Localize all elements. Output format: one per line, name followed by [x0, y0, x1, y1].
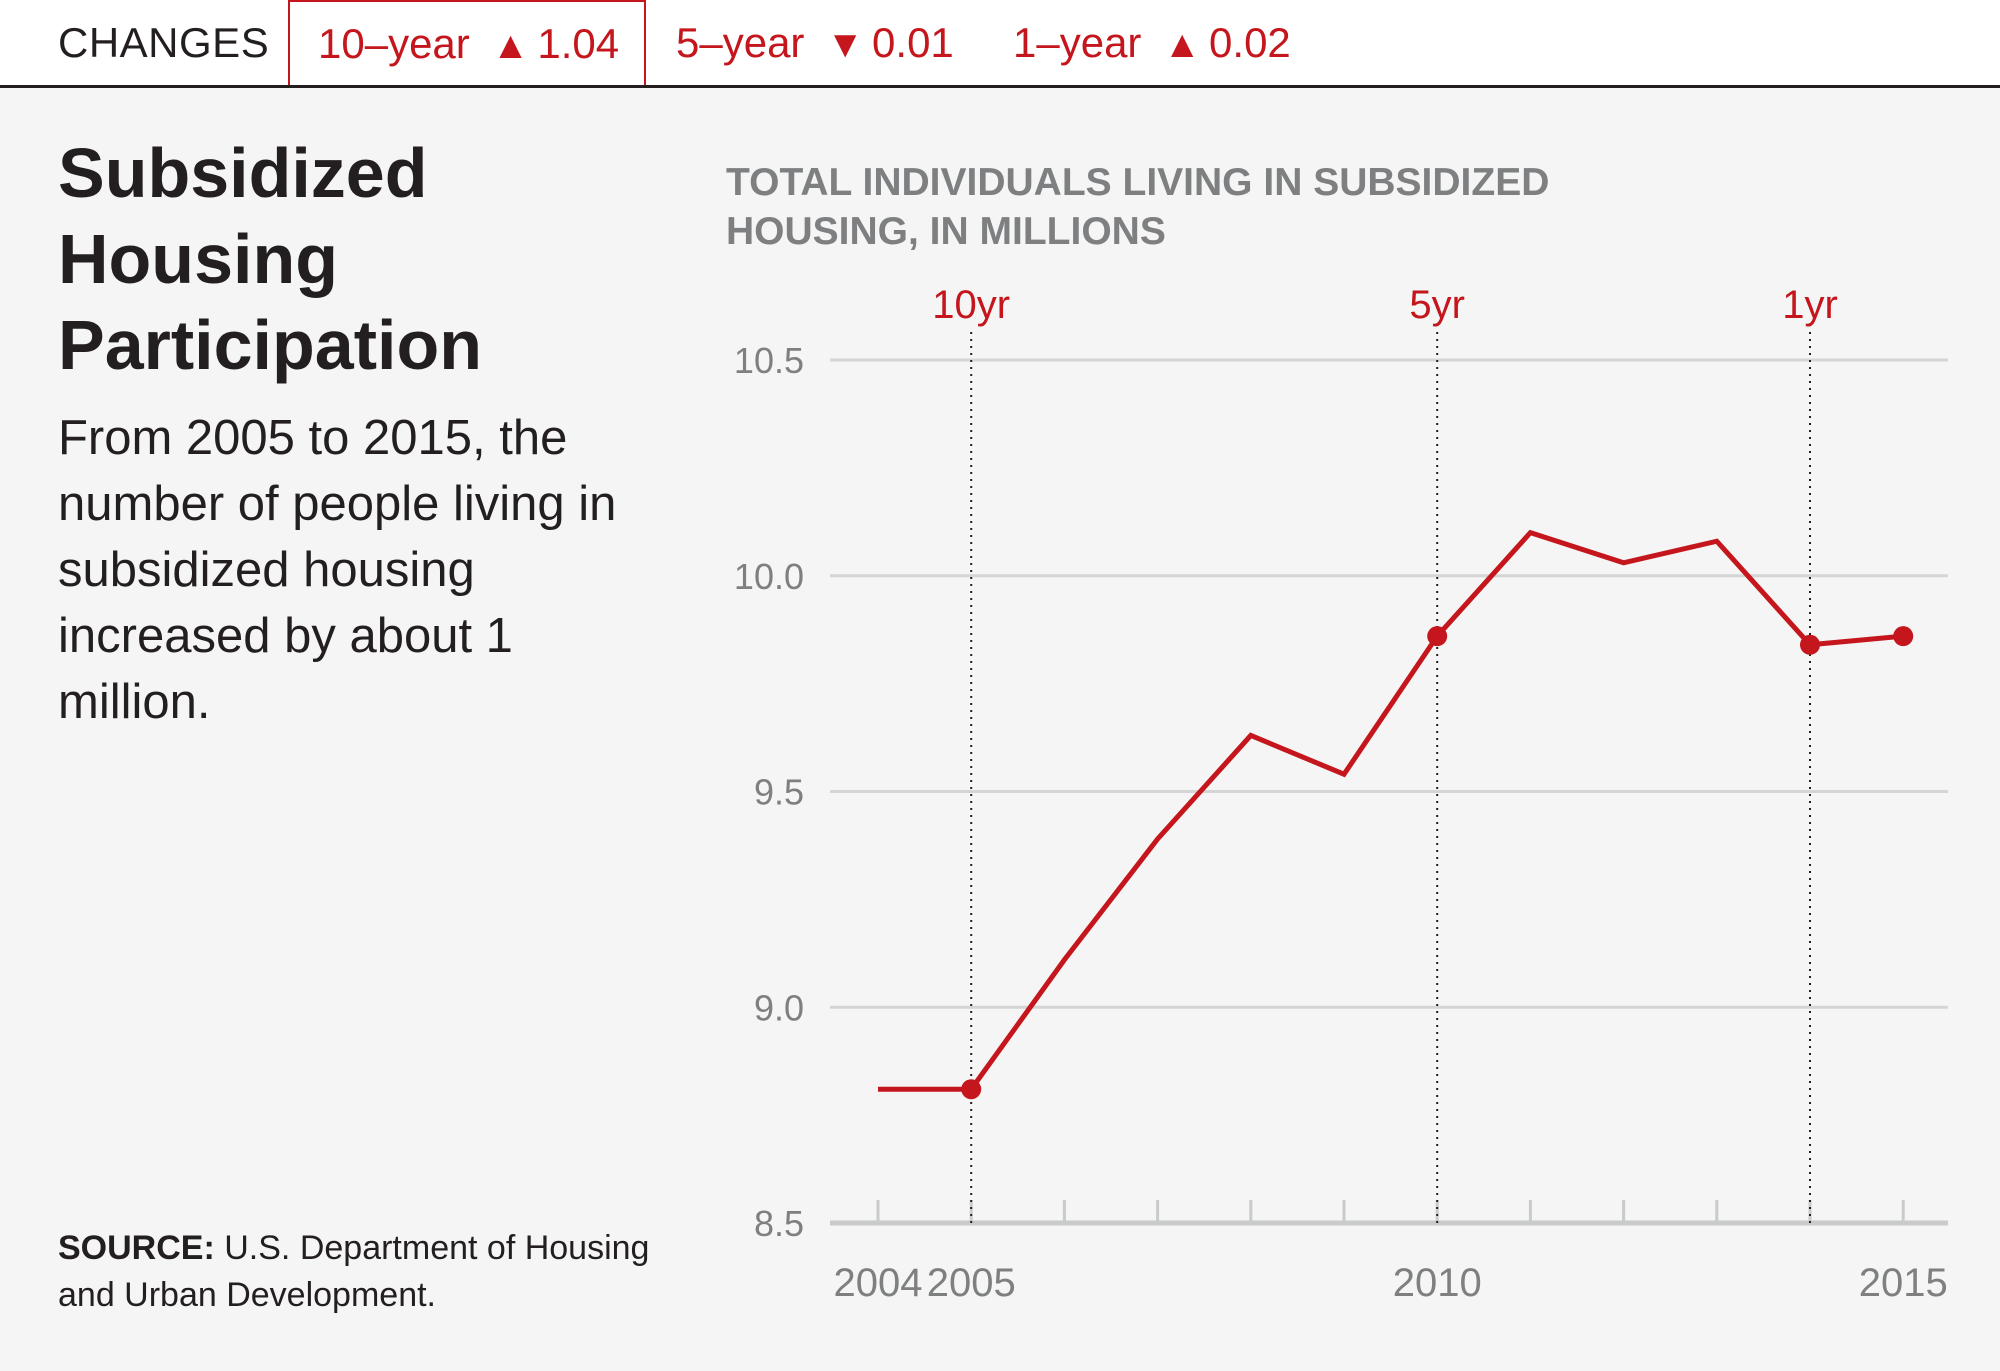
- source-note: SOURCE: U.S. Department of Housing and U…: [58, 1225, 678, 1319]
- tab-5-year-change: 0.01: [872, 19, 954, 66]
- tab-5-year[interactable]: 5–year ▼ 0.01: [646, 0, 976, 85]
- x-tick-label: 2004: [834, 1261, 923, 1305]
- y-tick-label: 10.0: [734, 556, 804, 597]
- tab-10-year-change: 1.04: [537, 20, 620, 67]
- marker-label: 1yr: [1782, 283, 1838, 327]
- data-point: [1800, 634, 1820, 655]
- y-tick-label: 8.5: [754, 1203, 804, 1244]
- data-point: [961, 1079, 982, 1100]
- marker-label: 5yr: [1409, 283, 1465, 327]
- tab-5-year-period: 5–year: [676, 19, 805, 66]
- source-text: U.S. Department of Housing and Urban Dev…: [58, 1229, 650, 1314]
- data-point: [1427, 626, 1448, 647]
- triangle-up-icon: ▲: [491, 25, 530, 67]
- tab-10-year-period: 10–year: [318, 20, 470, 67]
- tab-1-year-change: 0.02: [1209, 19, 1291, 66]
- marker-label: 10yr: [932, 283, 1010, 327]
- y-tick-label: 9.5: [754, 772, 804, 813]
- tab-10-year[interactable]: 10–year ▲ 1.04: [288, 0, 646, 85]
- triangle-down-icon: ▼: [826, 24, 865, 66]
- triangle-up-icon: ▲: [1163, 24, 1202, 66]
- changes-bar: CHANGES 10–year ▲ 1.04 5–year ▼ 0.01 1–year ▲…: [0, 0, 2000, 88]
- tab-1-year[interactable]: 1–year ▲ 0.02: [985, 0, 1315, 85]
- page-title: Subsidized Housing Participation: [58, 134, 482, 384]
- x-tick-label: 2005: [927, 1261, 1016, 1305]
- chart-title: TOTAL INDIVIDUALS LIVING IN SUBSIDIZED H…: [726, 161, 1550, 253]
- source-label: SOURCE:: [58, 1229, 215, 1267]
- changes-label: CHANGES: [58, 19, 270, 66]
- tab-1-year-period: 1–year: [1013, 19, 1142, 66]
- x-tick-label: 2015: [1859, 1261, 1948, 1305]
- y-tick-label: 10.5: [734, 340, 804, 381]
- y-tick-label: 9.0: [754, 987, 804, 1028]
- x-tick-label: 2010: [1393, 1261, 1482, 1305]
- summary-text: From 2005 to 2015, the number of people …: [58, 411, 617, 729]
- series-line: [878, 529, 1904, 1092]
- data-point: [1893, 626, 1914, 647]
